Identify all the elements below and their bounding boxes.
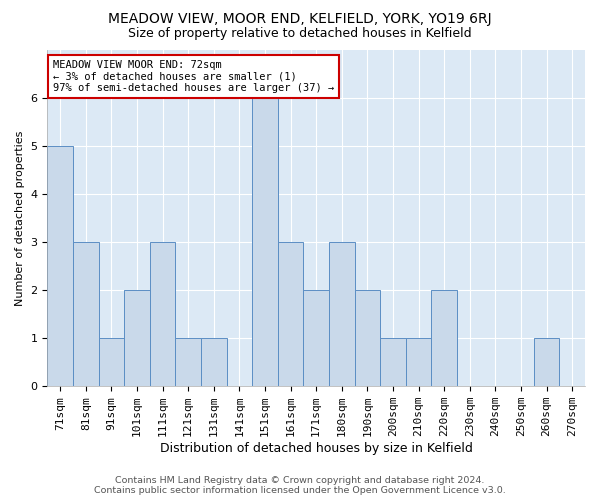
Bar: [304, 290, 329, 386]
Text: MEADOW VIEW MOOR END: 72sqm
← 3% of detached houses are smaller (1)
97% of semi-: MEADOW VIEW MOOR END: 72sqm ← 3% of deta…: [53, 60, 334, 94]
Bar: [73, 242, 98, 386]
Bar: [150, 242, 175, 386]
Bar: [201, 338, 227, 386]
Bar: [329, 242, 355, 386]
Text: MEADOW VIEW, MOOR END, KELFIELD, YORK, YO19 6RJ: MEADOW VIEW, MOOR END, KELFIELD, YORK, Y…: [108, 12, 492, 26]
Bar: [98, 338, 124, 386]
Text: Size of property relative to detached houses in Kelfield: Size of property relative to detached ho…: [128, 28, 472, 40]
Bar: [406, 338, 431, 386]
Y-axis label: Number of detached properties: Number of detached properties: [15, 130, 25, 306]
Bar: [47, 146, 73, 386]
Bar: [380, 338, 406, 386]
Text: Contains HM Land Registry data © Crown copyright and database right 2024.
Contai: Contains HM Land Registry data © Crown c…: [94, 476, 506, 495]
Bar: [431, 290, 457, 386]
Bar: [534, 338, 559, 386]
Bar: [278, 242, 304, 386]
X-axis label: Distribution of detached houses by size in Kelfield: Distribution of detached houses by size …: [160, 442, 473, 455]
Bar: [252, 98, 278, 386]
Bar: [124, 290, 150, 386]
Bar: [175, 338, 201, 386]
Bar: [355, 290, 380, 386]
